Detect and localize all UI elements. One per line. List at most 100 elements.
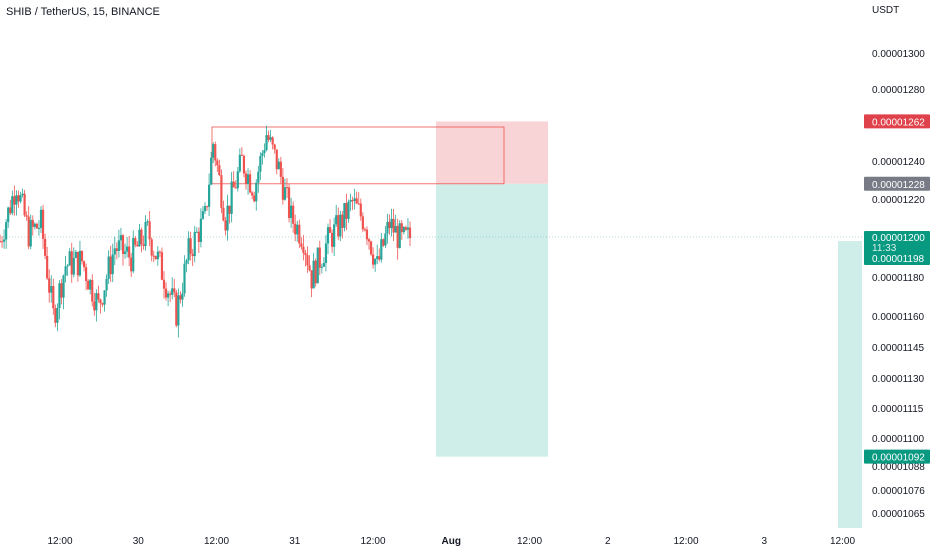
y-tick-label: 0.00001065 [872, 509, 925, 520]
candle-body [44, 238, 47, 256]
candle-body [197, 231, 200, 242]
candle-body [400, 223, 403, 233]
candle-body [230, 181, 233, 214]
candle-body [277, 161, 280, 170]
candle-body [11, 196, 14, 214]
candle-body [320, 266, 323, 268]
candle-body [244, 173, 248, 184]
candle-body [0, 241, 2, 242]
candle-body [267, 135, 270, 140]
candle-body [205, 206, 209, 208]
x-tick-label: 12:00 [830, 536, 855, 547]
candle-body [37, 227, 41, 229]
candle-body [287, 187, 291, 219]
candle-body [212, 144, 215, 158]
candle-body [292, 205, 295, 224]
candle-body [97, 293, 100, 300]
candle-body [361, 216, 364, 230]
candle-body [404, 227, 407, 230]
x-tick-label: 12:00 [47, 536, 72, 547]
price-axis: 0.00001300 0.00001280 0.00001240 0.00001220… [872, 49, 925, 520]
candle-body [238, 154, 241, 172]
candle-body [72, 257, 75, 275]
candle-body [111, 254, 114, 275]
candle-body [228, 205, 231, 214]
candle-body [392, 218, 395, 233]
candle-body [199, 218, 202, 242]
y-tick-label: 0.00001088 [872, 462, 925, 473]
candle-body [218, 165, 221, 176]
candle-body [236, 171, 239, 189]
entry-price-tag: 0.00001228 [872, 180, 925, 191]
y-tick-label: 0.00001130 [872, 374, 925, 385]
candle-body [298, 224, 301, 244]
candle-body [372, 254, 375, 265]
candle-body [80, 250, 84, 262]
candle-body [271, 137, 274, 145]
candle-body [328, 227, 332, 233]
candle-body [93, 301, 96, 311]
candle-body [99, 299, 102, 304]
candle-body [357, 203, 360, 205]
candle-body [146, 221, 149, 223]
y-tick-label: 0.00001280 [872, 85, 925, 96]
y-tick-label: 0.00001240 [872, 157, 925, 168]
candle-body [189, 238, 192, 254]
entry-price-tag-bg [864, 176, 930, 191]
candle-body [121, 235, 125, 254]
y-tick-label: 0.00001145 [872, 343, 925, 354]
candle-body [331, 232, 334, 247]
target-price-tag-bg [864, 449, 930, 464]
candle-body [62, 275, 65, 298]
candle-body [216, 160, 219, 166]
candle-body [300, 243, 303, 247]
take-profit-zone [436, 183, 548, 457]
candle-body [85, 267, 88, 282]
candle-body [0, 241, 4, 243]
candle-body [308, 265, 311, 271]
candle-body [48, 278, 51, 293]
candle-body [113, 248, 116, 255]
candle-body [294, 223, 297, 235]
x-tick-label: 30 [133, 536, 145, 547]
y-tick-label: 0.00001100 [872, 434, 925, 445]
candle-body [376, 256, 379, 260]
candle-body [408, 227, 412, 238]
candle-body [208, 184, 211, 207]
candle-body [140, 229, 143, 245]
candle-body [105, 278, 108, 291]
candle-body [150, 239, 153, 256]
candle-body [160, 252, 164, 280]
candle-body [66, 265, 69, 267]
candle-body [281, 176, 284, 200]
currency-label: USDT [872, 5, 900, 16]
candle-body [60, 283, 63, 298]
candle-body [355, 198, 358, 204]
candle-body [337, 215, 340, 237]
candle-body [226, 205, 229, 231]
candle-body [130, 257, 133, 272]
candle-body [259, 156, 262, 172]
candle-body [89, 279, 92, 290]
candle-body [251, 192, 254, 196]
candle-body [234, 187, 237, 189]
candle-body [339, 214, 342, 237]
candle-body [374, 259, 377, 265]
candle-body [76, 251, 79, 276]
candle-body [50, 286, 53, 293]
y-tick-label: 0.00001180 [872, 273, 925, 284]
candle-body [144, 221, 147, 247]
candle-body [191, 253, 194, 257]
candle-body [31, 219, 34, 227]
candle-body [169, 293, 172, 295]
candle-body [314, 260, 317, 284]
candle-body [52, 286, 55, 309]
candle-body [249, 174, 252, 193]
y-tick-label: 0.00001220 [872, 195, 925, 206]
candle-body [367, 239, 371, 242]
candle-body [285, 187, 289, 189]
candle-body [185, 260, 188, 264]
candle-body [29, 219, 32, 247]
candle-body [347, 201, 350, 219]
